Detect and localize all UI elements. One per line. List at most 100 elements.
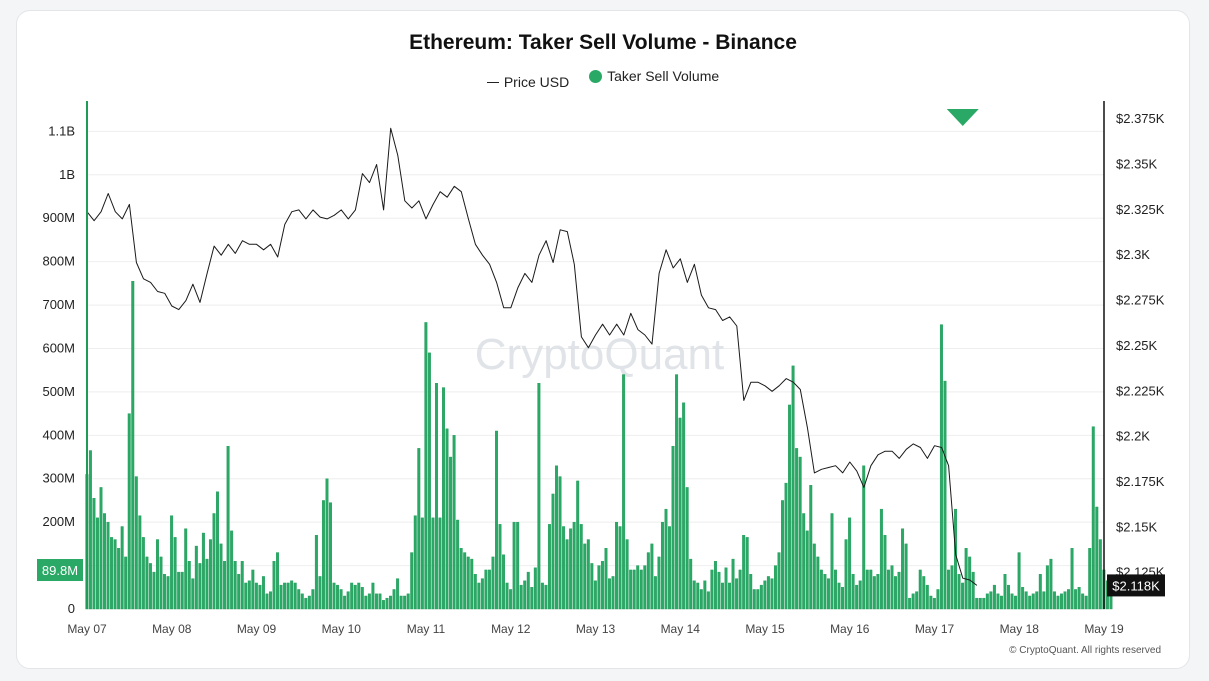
volume-bar	[1081, 593, 1085, 610]
volume-bar	[947, 569, 950, 610]
volume-bar	[1070, 548, 1074, 610]
volume-bar	[784, 482, 788, 610]
volume-bar	[826, 578, 830, 610]
volume-bar	[254, 582, 258, 610]
volume-bar	[692, 580, 696, 610]
volume-bar	[837, 582, 841, 610]
volume-bar	[297, 589, 301, 610]
volume-bar	[166, 576, 170, 610]
volume-bar	[420, 517, 424, 610]
volume-bar	[583, 543, 587, 610]
volume-bar	[127, 413, 131, 610]
volume-bar	[558, 476, 562, 610]
volume-bar	[201, 532, 205, 610]
volume-bar	[103, 513, 106, 610]
volume-bar	[848, 517, 852, 610]
volume-bar	[540, 582, 544, 610]
volume-bar	[961, 582, 965, 610]
volume-bar	[244, 582, 248, 610]
y-right-tick-label: $2.375K	[1116, 111, 1165, 126]
volume-bar	[177, 571, 181, 610]
y-left-tick-label: 900M	[42, 210, 75, 225]
volume-bar	[519, 584, 523, 610]
volume-bar	[858, 580, 862, 610]
volume-bar	[957, 574, 961, 610]
legend-label-price: Price USD	[503, 74, 570, 90]
volume-bar	[996, 593, 1000, 610]
volume-bar	[777, 552, 781, 610]
volume-bar	[735, 578, 739, 610]
volume-bar	[477, 582, 481, 610]
volume-bar	[939, 324, 943, 610]
chart-card: Ethereum: Taker Sell Volume - Binance Pr…	[16, 10, 1190, 669]
volume-bar	[223, 561, 227, 610]
volume-bar	[781, 500, 784, 610]
volume-bar	[360, 587, 364, 610]
volume-bar	[1056, 595, 1060, 610]
volume-bar	[194, 545, 198, 610]
volume-bar	[671, 445, 675, 610]
volume-bar	[1042, 591, 1046, 610]
y-left-tick-label: 400M	[42, 427, 75, 442]
volume-bar	[689, 558, 693, 610]
volume-bar	[1084, 595, 1088, 610]
volume-bar	[159, 556, 163, 610]
volume-bar	[318, 576, 322, 610]
volume-bar	[396, 578, 400, 610]
volume-bar	[1095, 506, 1099, 610]
volume-bar	[904, 543, 908, 610]
y-right-tick-label: $2.275K	[1116, 293, 1165, 308]
volume-bar	[682, 402, 686, 610]
volume-bar	[276, 552, 280, 610]
volume-bar	[841, 587, 845, 610]
volume-bar	[1038, 574, 1042, 610]
volume-bar	[512, 521, 516, 610]
volume-bar	[110, 537, 114, 610]
volume-bar	[216, 491, 219, 610]
volume-bar	[1049, 558, 1053, 610]
volume-bar	[417, 448, 421, 610]
chart-plot[interactable]: 0100M200M300M400M500M600M700M800M900M1B1…	[17, 11, 1189, 668]
volume-bar	[756, 589, 760, 610]
volume-bar	[569, 528, 573, 610]
volume-bar	[173, 537, 177, 610]
volume-bar	[95, 517, 99, 610]
x-tick-label: May 08	[152, 622, 192, 636]
volume-bar	[233, 561, 237, 610]
peak-marker-icon	[946, 109, 979, 127]
volume-bar	[918, 569, 922, 610]
volume-bar	[413, 515, 417, 610]
legend-item-volume[interactable]: Taker Sell Volume	[589, 68, 719, 84]
volume-bar	[434, 383, 438, 610]
y-right-tick-label: $2.25K	[1116, 338, 1158, 353]
legend-item-price[interactable]: Price USD	[486, 74, 570, 90]
volume-bar	[657, 556, 661, 610]
volume-bar	[653, 576, 657, 610]
volume-bar	[812, 543, 816, 610]
current-price-badge	[1107, 574, 1165, 597]
volume-bar	[795, 448, 799, 610]
volume-bar	[1028, 595, 1032, 610]
volume-bar	[703, 580, 707, 610]
volume-bar	[427, 352, 431, 610]
volume-bar	[187, 561, 191, 610]
volume-bar	[805, 530, 809, 610]
volume-bar	[802, 513, 806, 610]
volume-bar	[389, 595, 393, 610]
volume-bar	[745, 537, 749, 610]
volume-dot-swatch-icon	[589, 69, 603, 83]
volume-bar	[696, 582, 700, 610]
volume-bar	[728, 582, 732, 610]
volume-bar	[449, 456, 453, 610]
volume-bar	[148, 563, 152, 610]
x-tick-label: May 19	[1084, 622, 1124, 636]
volume-bar	[495, 430, 498, 610]
volume-bar	[145, 556, 149, 610]
volume-bar	[1052, 591, 1056, 610]
volume-bar	[862, 465, 866, 610]
volume-bar	[830, 513, 834, 610]
volume-bar	[632, 569, 636, 610]
volume-bar	[163, 574, 167, 610]
volume-bar	[597, 565, 601, 610]
volume-bar	[943, 380, 947, 610]
